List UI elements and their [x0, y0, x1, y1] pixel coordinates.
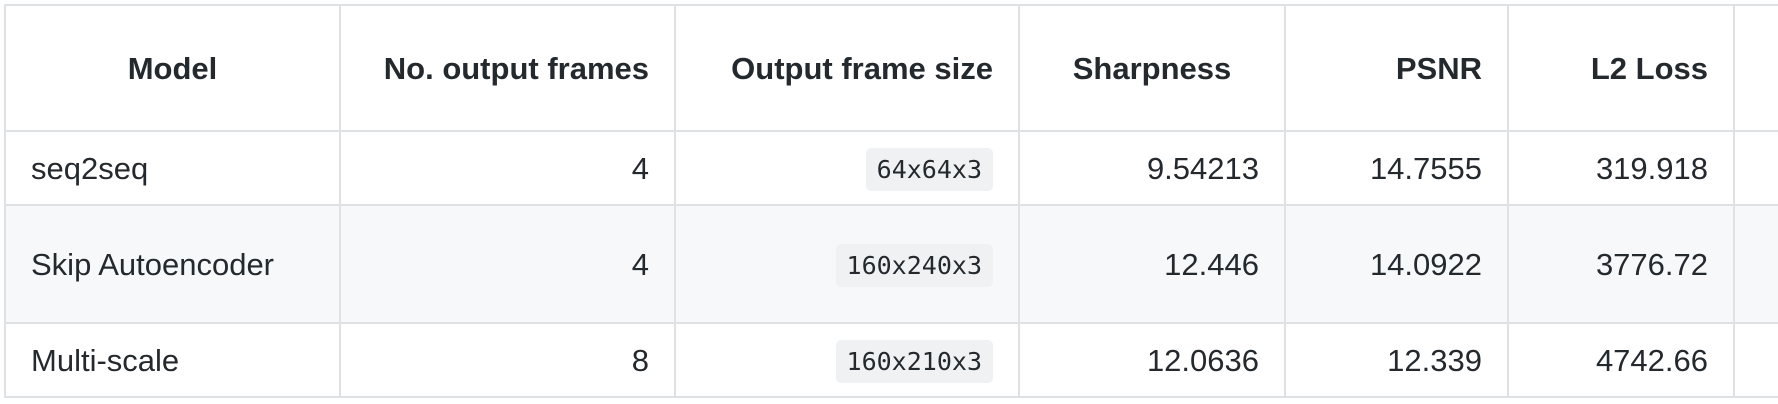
cell-output-frames: 4: [339, 204, 676, 324]
table-row: seq2seq 4 64x64x3 9.54213 14.7555 319.91…: [4, 130, 1778, 206]
cell-output-frames: 4: [339, 130, 676, 206]
cell-frame-size: 160x210x3: [674, 322, 1020, 398]
header-row: Model No. output frames Output frame siz…: [4, 4, 1778, 132]
cell-frame-size: 160x240x3: [674, 204, 1020, 324]
cell-gdl: 1601.93: [1733, 322, 1778, 398]
cell-psnr: 14.0922: [1284, 204, 1509, 324]
header-psnr: PSNR: [1284, 4, 1509, 132]
frame-size-code: 160x210x3: [835, 339, 993, 383]
cell-output-frames: 8: [339, 322, 676, 398]
cell-frame-size: 64x64x3: [674, 130, 1020, 206]
header-output-frames: No. output frames: [339, 4, 676, 132]
cell-model: Multi-scale: [4, 322, 341, 398]
cell-l2-loss: 319.918: [1507, 130, 1735, 206]
table-row: Multi-scale 8 160x210x3 12.0636 12.339 4…: [4, 322, 1778, 398]
cell-l2-loss: 3776.72: [1507, 204, 1735, 324]
frame-size-code: 64x64x3: [865, 147, 993, 191]
cell-model: seq2seq: [4, 130, 341, 206]
cell-sharpness: 12.446: [1018, 204, 1286, 324]
header-model: Model: [4, 4, 341, 132]
header-sharpness: Sharpness: [1018, 4, 1286, 132]
cell-gdl: 543.557: [1733, 130, 1778, 206]
cell-psnr: 12.339: [1284, 322, 1509, 398]
cell-sharpness: 9.54213: [1018, 130, 1286, 206]
header-frame-size: Output frame size: [674, 4, 1020, 132]
cell-sharpness: 12.0636: [1018, 322, 1286, 398]
table-header: Model No. output frames Output frame siz…: [4, 4, 1778, 132]
cell-model: Skip Autoencoder: [4, 204, 341, 324]
frame-size-code: 160x240x3: [835, 243, 993, 287]
cell-l2-loss: 4742.66: [1507, 322, 1735, 398]
cell-gdl: 1589.89: [1733, 204, 1778, 324]
table-row: Skip Autoencoder 4 160x240x3 12.446 14.0…: [4, 204, 1778, 324]
table-body: seq2seq 4 64x64x3 9.54213 14.7555 319.91…: [4, 130, 1778, 398]
results-table: Model No. output frames Output frame siz…: [4, 4, 1778, 398]
cell-psnr: 14.7555: [1284, 130, 1509, 206]
header-l2-loss: L2 Loss: [1507, 4, 1735, 132]
header-gdl: GDL: [1733, 4, 1778, 132]
